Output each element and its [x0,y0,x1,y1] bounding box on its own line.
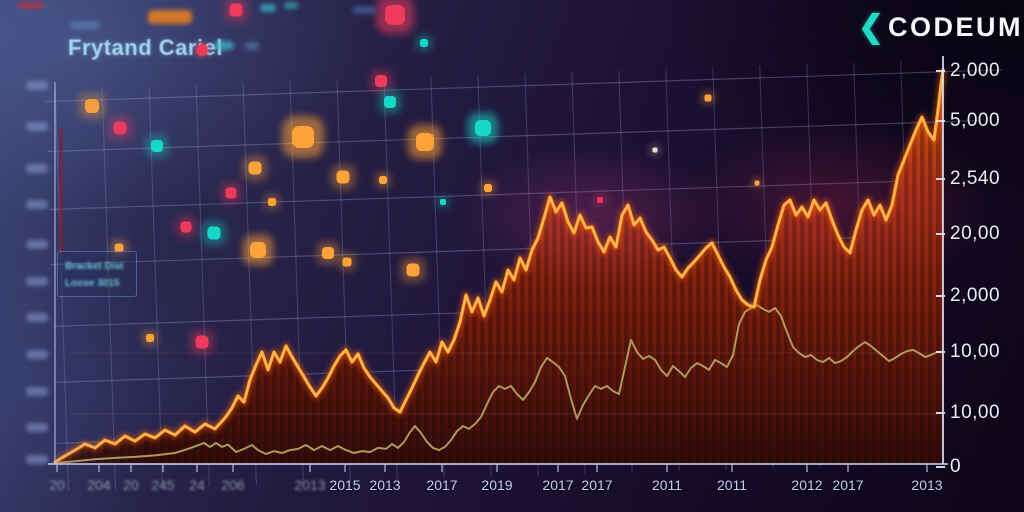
orange-marker-dot [146,334,154,342]
y-axis-left-label-blur [26,423,48,432]
x-axis-label: 245 [151,477,175,493]
y-axis-right-label: 2,540 [950,168,1001,189]
orange-marker-dot [342,257,352,267]
area-volume-stripes [55,70,943,464]
y-axis-left-label-blur [26,277,48,286]
y-axis-left-label-blur [26,387,48,396]
logo-text: CODEUM [887,11,1023,42]
red-marker-dot [195,335,209,349]
x-axis-label: 20 [49,477,65,493]
orange-marker-dot [379,176,387,184]
x-axis-label: 2019 [481,477,513,493]
red-marker-dot [113,121,127,135]
y-axis-left-label-blur [26,200,48,209]
x-axis-label: 24 [189,477,205,493]
y-axis-left-label-blur [26,455,48,464]
orange-marker-dot [416,133,434,151]
main-series-highlight [54,69,944,463]
decor-smudge [18,2,44,9]
legend-line-2: Loose 3015 [65,278,120,289]
decor-smudge [70,21,100,29]
secondary-series-line [54,304,943,464]
red-marker-dot [385,5,405,25]
orange-marker-dot [292,126,314,148]
orange-marker-dot [704,94,712,102]
x-axis-label: 2017 [832,477,864,493]
x-axis-label: 2013 [911,477,943,493]
chevron-left-icon: ❮ [858,9,884,44]
orange-marker-dot [754,180,760,186]
red-marker-dot [375,75,387,87]
decor-smudge [284,2,298,9]
decor-smudge [148,10,192,24]
white-marker-dot [652,147,658,153]
y-axis-left-label-blur [26,164,48,173]
y-axis-left-label-blur [26,350,48,359]
orange-marker-dot [85,99,99,113]
title-status-dot [196,44,208,56]
orange-marker-dot [250,242,266,258]
x-axis-label: 2011 [651,477,683,493]
orange-marker-dot [268,198,276,206]
x-axis-label: 2011 [716,477,748,493]
red-marker-dot [180,221,192,233]
red-haze [675,120,995,290]
orange-marker-dot [114,243,124,253]
decor-smudge [214,41,234,50]
y-axis-right-label: 10,00 [950,341,1001,362]
red-marker-dot [597,197,603,203]
y-axis-left-label-blur [26,240,48,249]
codeum-logo: ❮ CODEUM ❯ [858,10,1024,44]
legend-line-1: Bracket Dist [65,261,124,272]
red-marker-dot [229,3,243,17]
y-axis-right-label: 10,00 [950,402,1001,423]
x-axis-label: 2013 [369,477,401,493]
y-axis-right-label: 0 [950,456,962,477]
x-axis-label: 2017 [542,477,574,493]
red-marker-dot [225,187,237,199]
decor-smudge [245,42,259,50]
y-axis-left-label-blur [26,122,48,131]
x-axis-label: 20 [123,477,139,493]
x-axis-label: 2017 [426,477,458,493]
teal-marker-dot [207,226,221,240]
decor-smudge [352,6,376,14]
x-axis-label: 2013 [294,477,326,493]
y-axis-left-label-blur [26,81,48,90]
teal-marker-dot [151,140,163,152]
y-axis-left-label-blur [26,313,48,322]
y-axis-right-label: 20,00 [950,223,1001,244]
teal-marker-dot [384,96,396,108]
teal-marker-dot [440,199,446,205]
y-axis-right-label: 2,000 [950,60,1001,81]
x-axis-label: 2017 [581,477,613,493]
teal-marker-dot [475,120,491,136]
orange-marker-dot [336,170,350,184]
x-axis-label: 204 [87,477,111,493]
orange-marker-dot [484,184,492,192]
x-axis-label: 206 [221,477,245,493]
teal-marker-dot [420,39,428,47]
orange-marker-dot [322,247,334,259]
x-axis-label: 2015 [329,477,361,493]
orange-marker-dot [248,161,262,175]
decor-smudge [260,4,276,12]
orange-marker-dot [406,263,420,277]
x-axis-label: 2012 [791,477,823,493]
legend-box: Bracket Dist Loose 3015 [57,251,137,297]
y-axis-right-label: 5,000 [950,110,1001,131]
y-axis-right-label: 2,000 [950,285,1001,306]
